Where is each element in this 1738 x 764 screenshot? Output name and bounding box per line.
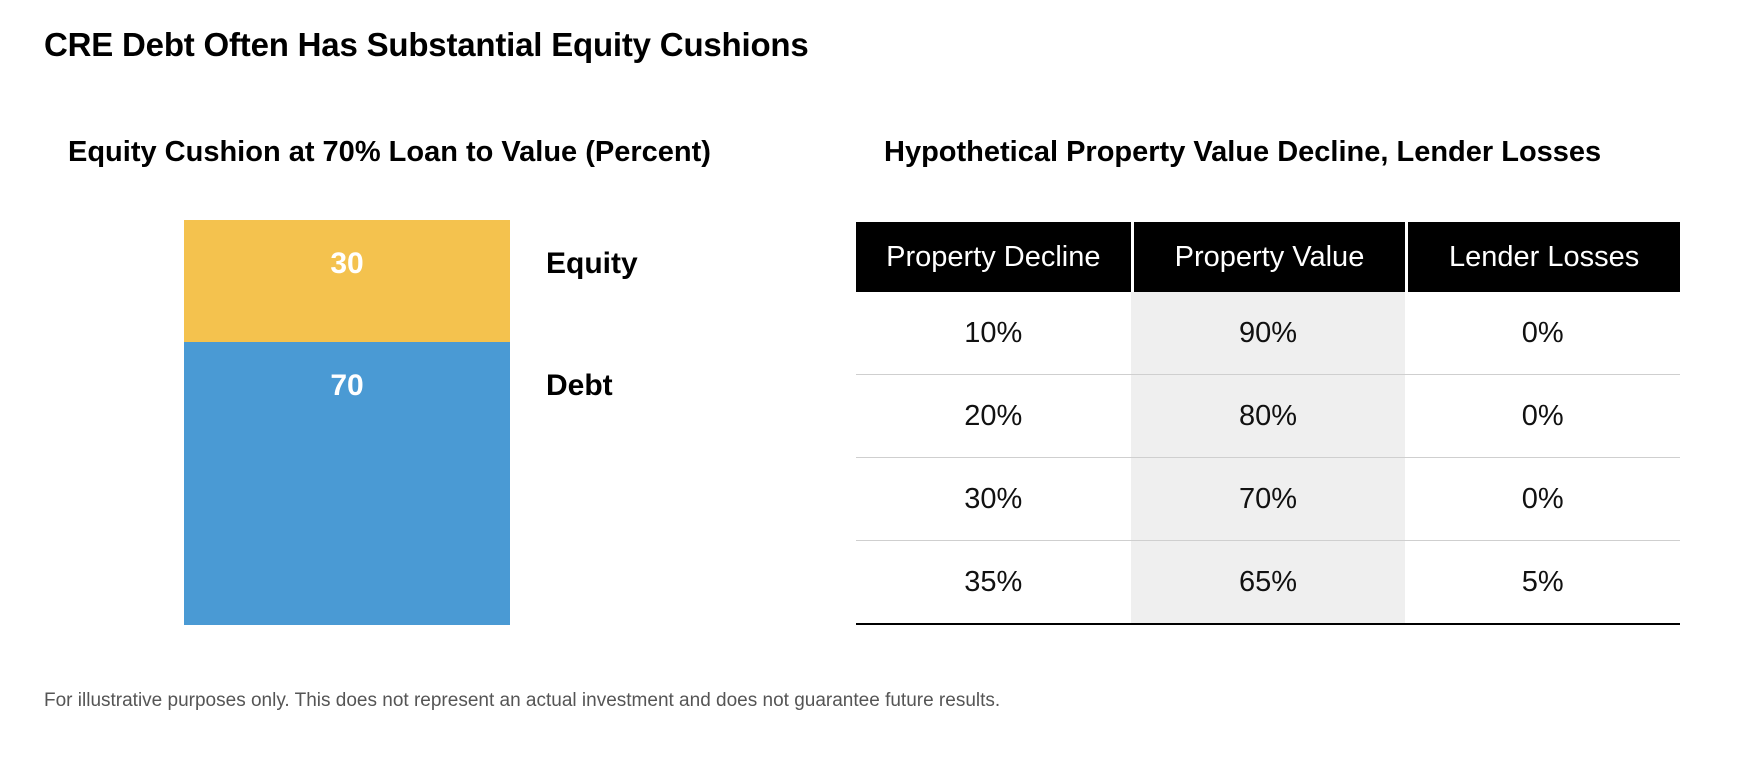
table-body: 10% 90% 0% 20% 80% 0% 30% 70% 0% 35% 65% 5% [856, 292, 1680, 625]
column-header: Property Value [1130, 222, 1406, 292]
series-label-debt: Debt [546, 368, 613, 402]
table-title: Hypothetical Property Value Decline, Len… [884, 136, 1602, 168]
bar-segment-equity: 30 [184, 220, 510, 342]
table-cell: 90% [1130, 292, 1406, 375]
footnote: For illustrative purposes only. This doe… [44, 690, 1001, 711]
table-cell: 20% [856, 375, 1131, 458]
table-cell: 10% [856, 292, 1131, 375]
table-header-row: Property Decline Property Value Lender Los… [856, 222, 1680, 292]
bar-value-label-equity: 30 [330, 247, 364, 280]
table-row: 10% 90% 0% [856, 292, 1680, 375]
table-row: 35% 65% 5% [856, 541, 1680, 625]
table-cell: 70% [1130, 458, 1406, 541]
table-cell: 65% [1130, 541, 1406, 625]
loss-table: Property Decline Property Value Lender Los… [856, 222, 1680, 625]
table-cell: 80% [1130, 375, 1406, 458]
table-row: 30% 70% 0% [856, 458, 1680, 541]
table-cell: 0% [1405, 375, 1680, 458]
column-header: Lender Losses [1405, 222, 1680, 292]
bar-chart-title: Equity Cushion at 70% Loan to Value (Per… [68, 136, 711, 168]
table-cell: 0% [1405, 458, 1680, 541]
series-label-equity: Equity [546, 247, 638, 280]
bar-value-label-debt: 70 [330, 368, 364, 402]
table-row: 20% 80% 0% [856, 375, 1680, 458]
column-header: Property Decline [856, 222, 1131, 292]
table-cell: 30% [856, 458, 1131, 541]
bar-segment-debt: 70 [184, 341, 510, 625]
table-cell: 5% [1405, 541, 1680, 625]
page-title: CRE Debt Often Has Substantial Equity Cu… [44, 26, 809, 63]
table-cell: 35% [856, 541, 1131, 625]
table-cell: 0% [1405, 292, 1680, 375]
stacked-bar: 70 30 [184, 220, 510, 625]
